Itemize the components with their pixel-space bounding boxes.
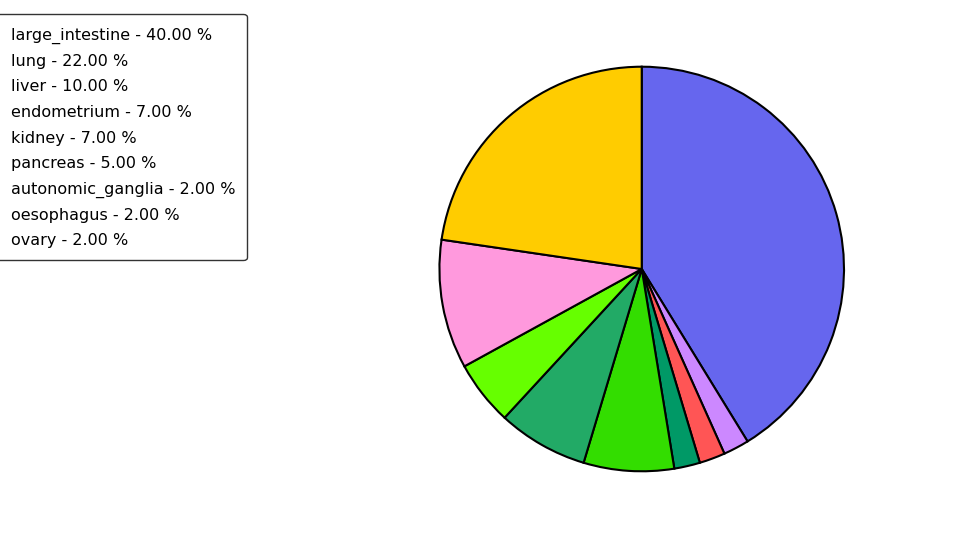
Wedge shape: [642, 269, 725, 463]
Wedge shape: [584, 269, 675, 471]
Wedge shape: [442, 67, 642, 269]
Wedge shape: [439, 239, 642, 366]
Wedge shape: [642, 269, 748, 454]
Wedge shape: [505, 269, 642, 463]
Wedge shape: [464, 269, 642, 417]
Wedge shape: [642, 269, 700, 469]
Legend: large_intestine - 40.00 %, lung - 22.00 %, liver - 10.00 %, endometrium - 7.00 %: large_intestine - 40.00 %, lung - 22.00 …: [0, 14, 247, 260]
Wedge shape: [642, 67, 844, 441]
